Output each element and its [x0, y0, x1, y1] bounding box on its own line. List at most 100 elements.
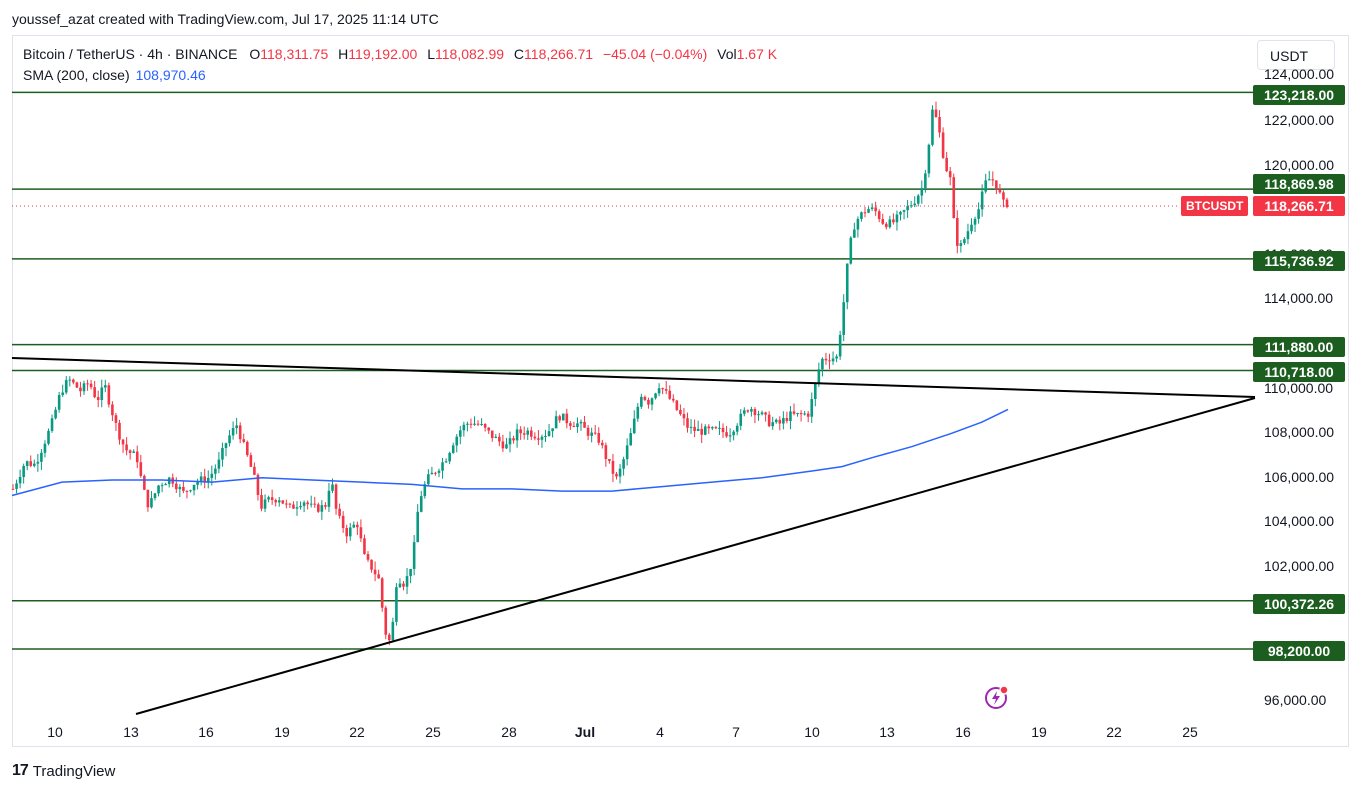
candle-body[interactable] [111, 404, 114, 416]
candle-body[interactable] [260, 494, 263, 509]
candle-body[interactable] [601, 442, 604, 446]
candle-body[interactable] [924, 173, 927, 189]
candle-body[interactable] [799, 413, 803, 415]
candle-body[interactable] [672, 398, 675, 401]
candle-body[interactable] [196, 481, 199, 485]
candle-body[interactable] [324, 505, 327, 507]
candle-body[interactable] [256, 474, 260, 495]
candle-body[interactable] [100, 387, 104, 400]
candle-body[interactable] [434, 472, 437, 474]
candle-body[interactable] [810, 399, 814, 417]
candle-body[interactable] [707, 426, 711, 429]
lightning-alert-icon[interactable] [984, 684, 1010, 710]
candle-body[interactable] [767, 414, 771, 427]
candle-body[interactable] [139, 462, 143, 476]
candle-body[interactable] [963, 239, 966, 244]
candle-body[interactable] [512, 438, 515, 441]
candle-body[interactable] [459, 430, 462, 437]
candle-body[interactable] [721, 427, 725, 433]
candle-body[interactable] [334, 484, 338, 509]
candle-body[interactable] [732, 431, 735, 436]
symbol-label[interactable]: Bitcoin / TetherUS · 4h · BINANCE [23, 46, 238, 62]
candle-body[interactable] [899, 211, 902, 215]
candle-body[interactable] [590, 432, 593, 436]
level-badge[interactable]: 118,869.98 [1253, 174, 1345, 194]
candle-body[interactable] [579, 421, 583, 424]
candle-body[interactable] [498, 436, 501, 442]
candle-body[interactable] [647, 399, 650, 405]
candle-body[interactable] [689, 426, 693, 428]
candle-body[interactable] [295, 507, 299, 509]
candle-body[interactable] [437, 470, 441, 473]
candle-body[interactable] [107, 385, 111, 405]
candle-body[interactable] [128, 450, 132, 453]
candle-body[interactable] [224, 443, 228, 448]
candle-body[interactable] [214, 468, 217, 474]
candle-body[interactable] [561, 413, 565, 421]
candle-body[interactable] [629, 433, 632, 446]
candle-body[interactable] [739, 413, 743, 426]
candle-body[interactable] [327, 490, 331, 507]
candle-body[interactable] [728, 435, 732, 437]
candle-body[interactable] [973, 218, 977, 225]
candle-body[interactable] [47, 430, 50, 444]
candle-body[interactable] [835, 356, 838, 359]
level-badge[interactable]: 115,736.92 [1253, 251, 1345, 271]
candle-body[interactable] [377, 574, 380, 579]
candle-body[interactable] [941, 132, 945, 158]
candle-body[interactable] [888, 219, 892, 228]
candle-body[interactable] [384, 607, 388, 635]
candle-body[interactable] [164, 484, 167, 486]
candle-body[interactable] [881, 219, 885, 224]
level-badge[interactable]: 110,718.00 [1253, 362, 1345, 382]
candle-body[interactable] [451, 445, 455, 453]
candle-body[interactable] [970, 224, 973, 232]
candle-body[interactable] [753, 409, 757, 416]
candle-body[interactable] [909, 205, 913, 207]
candle-body[interactable] [725, 432, 728, 437]
candle-body[interactable] [299, 505, 302, 508]
candle-body[interactable] [842, 302, 845, 335]
candle-body[interactable] [618, 468, 622, 477]
candle-body[interactable] [792, 411, 796, 414]
candle-body[interactable] [427, 474, 430, 485]
candle-body[interactable] [348, 527, 352, 537]
candle-body[interactable] [789, 411, 792, 422]
candle-body[interactable] [189, 490, 192, 492]
candle-body[interactable] [423, 484, 427, 497]
candle-body[interactable] [412, 542, 416, 569]
candle-body[interactable] [221, 447, 224, 460]
candle-body[interactable] [157, 485, 160, 494]
candle-body[interactable] [448, 452, 451, 462]
candle-body[interactable] [370, 559, 373, 570]
tradingview-footer[interactable]: 17 TradingView [12, 762, 115, 780]
candle-body[interactable] [135, 451, 139, 463]
candle-body[interactable] [838, 334, 842, 357]
candle-body[interactable] [402, 583, 405, 587]
candle-body[interactable] [419, 496, 423, 512]
candle-body[interactable] [679, 410, 682, 415]
candle-body[interactable] [675, 400, 679, 411]
candle-body[interactable] [277, 500, 281, 503]
candle-body[interactable] [405, 576, 409, 587]
candle-body[interactable] [270, 497, 274, 501]
candle-body[interactable] [508, 438, 512, 445]
candle-body[interactable] [242, 439, 246, 442]
candle-body[interactable] [199, 476, 203, 482]
candle-body[interactable] [913, 203, 916, 206]
candle-body[interactable] [288, 503, 292, 505]
candle-body[interactable] [1002, 192, 1005, 200]
candle-body[interactable] [345, 528, 348, 537]
candle-body[interactable] [735, 425, 739, 432]
candle-body[interactable] [870, 207, 874, 210]
descending-trendline[interactable] [11, 357, 1256, 398]
candle-body[interactable] [249, 455, 253, 467]
candle-body[interactable] [359, 527, 363, 539]
candle-body[interactable] [104, 385, 107, 388]
candle-body[interactable] [61, 392, 64, 395]
sma-200-line[interactable] [11, 408, 1009, 497]
candle-body[interactable] [86, 383, 89, 385]
candle-body[interactable] [64, 380, 68, 393]
candle-body[interactable] [608, 459, 611, 461]
candle-body[interactable] [185, 490, 189, 492]
